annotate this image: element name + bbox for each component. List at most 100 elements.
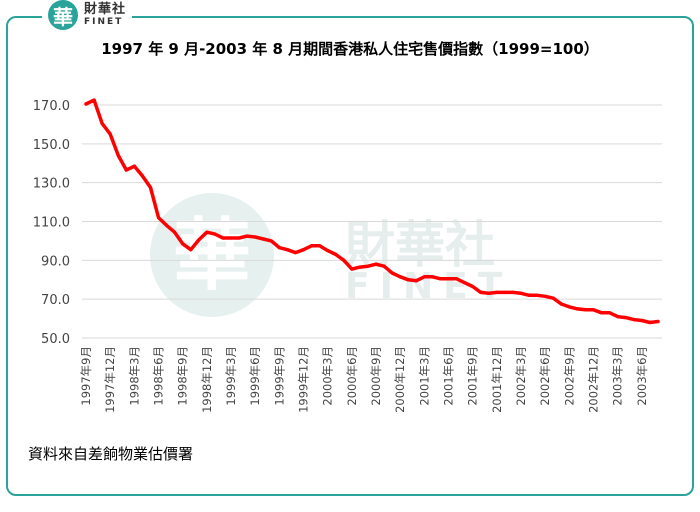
watermark-badge-char: 華 <box>173 210 251 301</box>
data-point <box>414 279 418 283</box>
data-point <box>92 98 96 102</box>
data-point <box>463 281 467 285</box>
data-point <box>108 132 112 136</box>
data-point <box>277 246 281 250</box>
x-tick-label: 2002年12月 <box>587 346 601 413</box>
data-point <box>632 317 636 322</box>
gridlines <box>82 104 662 339</box>
data-point <box>148 185 153 190</box>
data-point <box>398 275 402 279</box>
data-point <box>124 168 128 172</box>
data-point <box>358 265 362 269</box>
chart-frame <box>6 16 694 496</box>
finet-logo: 華 財華社 FINET <box>42 0 133 30</box>
data-point <box>511 290 515 294</box>
source-note: 資料來自差餉物業估價署 <box>28 445 194 463</box>
x-tick-label: 1998年12月 <box>200 346 214 413</box>
data-point <box>221 236 225 240</box>
data-point <box>213 232 217 236</box>
watermark-name-en: FINET <box>345 266 512 307</box>
data-point <box>438 277 443 281</box>
data-point <box>406 278 410 282</box>
x-tick-label: 2000年3月 <box>321 346 335 406</box>
data-point <box>197 238 201 242</box>
data-point <box>237 236 241 240</box>
y-tick-label: 90.0 <box>41 254 70 269</box>
x-tick-label: 2003年3月 <box>611 346 625 406</box>
data-point <box>253 235 257 239</box>
data-point <box>487 291 491 295</box>
data-point <box>599 311 604 315</box>
x-tick-label: 1998年9月 <box>176 346 190 406</box>
data-point <box>140 174 145 178</box>
x-tick-label: 2002年6月 <box>538 346 552 406</box>
data-point <box>591 308 596 312</box>
x-tick-label: 1999年3月 <box>224 346 238 406</box>
data-point <box>366 264 370 268</box>
data-point <box>446 277 451 281</box>
data-point <box>495 290 499 294</box>
x-tick-label: 1998年3月 <box>127 346 141 406</box>
y-axis-ticks: 170.0 150.0 130.0 110.0 90.0 70.0 50.0 <box>33 99 70 347</box>
data-point <box>229 236 233 240</box>
x-tick-label: 2001年12月 <box>490 346 504 413</box>
data-point <box>479 290 483 294</box>
x-tick-label: 1999年9月 <box>272 346 286 406</box>
x-tick-label: 1999年6月 <box>248 346 262 406</box>
x-tick-label: 1998年6月 <box>152 346 166 406</box>
x-tick-label: 1999年12月 <box>297 346 311 413</box>
data-point <box>567 305 571 309</box>
data-point <box>245 234 249 238</box>
x-tick-label: 2000年12月 <box>393 346 407 413</box>
x-tick-label: 2000年9月 <box>369 346 383 406</box>
data-point <box>374 262 378 266</box>
y-tick-label: 50.0 <box>41 332 70 347</box>
chart-title: 1997 年 9 月-2003 年 8 月期間香港私人住宅售價指數（1999=1… <box>101 40 599 58</box>
data-point <box>648 320 652 325</box>
data-point <box>326 249 330 253</box>
data-point <box>503 290 507 294</box>
data-point <box>519 291 523 295</box>
data-point <box>624 316 628 320</box>
data-point <box>382 264 386 268</box>
data-point <box>173 230 177 234</box>
data-point <box>100 121 104 126</box>
data-point <box>583 308 588 312</box>
x-tick-label: 2001年3月 <box>417 346 431 406</box>
data-point <box>181 242 185 246</box>
data-point <box>318 244 322 248</box>
data-point <box>527 293 531 297</box>
data-point <box>189 248 193 252</box>
series-group <box>84 98 660 325</box>
watermark: 華 財華社 FINET <box>150 193 512 317</box>
data-point <box>535 293 539 297</box>
x-tick-label: 2002年9月 <box>562 346 576 406</box>
data-point <box>269 239 273 243</box>
data-point <box>430 275 435 279</box>
logo-name-cn: 財華社 <box>84 2 127 17</box>
data-point <box>132 164 136 168</box>
data-point <box>164 223 169 227</box>
x-axis-ticks: 1997年9月 1997年12月 1998年3月 1998年6月 1998年9月 1998… <box>79 346 649 413</box>
data-point <box>390 271 394 275</box>
data-point <box>342 258 346 262</box>
x-tick-label: 2001年9月 <box>466 346 480 406</box>
data-point <box>309 244 314 248</box>
y-tick-label: 170.0 <box>33 99 70 114</box>
data-point <box>156 216 161 220</box>
data-point <box>640 318 644 323</box>
data-point <box>350 267 354 271</box>
data-point <box>608 311 612 315</box>
data-point <box>116 153 120 158</box>
data-point <box>551 296 555 300</box>
data-point <box>454 277 459 281</box>
data-point <box>656 319 660 324</box>
x-tick-label: 1997年9月 <box>79 346 93 406</box>
y-tick-label: 110.0 <box>33 216 70 231</box>
data-point <box>543 294 547 298</box>
data-point <box>301 248 306 252</box>
data-point <box>559 302 563 306</box>
data-point <box>205 230 209 234</box>
x-tick-label: 2002年3月 <box>514 346 528 406</box>
